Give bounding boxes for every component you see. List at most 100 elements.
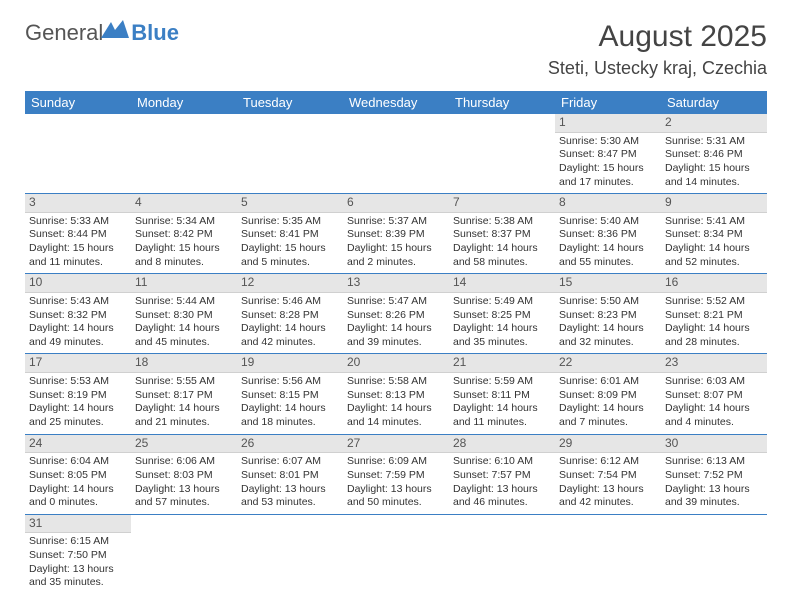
day-info: Sunrise: 6:10 AM Sunset: 7:57 PM Dayligh… bbox=[453, 455, 551, 510]
weekday-thursday: Thursday bbox=[449, 91, 555, 114]
day-info: Sunrise: 5:59 AM Sunset: 8:11 PM Dayligh… bbox=[453, 375, 551, 430]
day-info: Sunrise: 5:44 AM Sunset: 8:30 PM Dayligh… bbox=[135, 295, 233, 350]
day-info: Sunrise: 6:09 AM Sunset: 7:59 PM Dayligh… bbox=[347, 455, 445, 510]
day-info: Sunrise: 5:53 AM Sunset: 8:19 PM Dayligh… bbox=[29, 375, 127, 430]
day-info: Sunrise: 5:46 AM Sunset: 8:28 PM Dayligh… bbox=[241, 295, 339, 350]
day-info: Sunrise: 5:37 AM Sunset: 8:39 PM Dayligh… bbox=[347, 215, 445, 270]
day-number: 25 bbox=[131, 435, 237, 454]
month-title: August 2025 bbox=[548, 20, 767, 54]
day-info: Sunrise: 5:35 AM Sunset: 8:41 PM Dayligh… bbox=[241, 215, 339, 270]
day-number: 10 bbox=[25, 274, 131, 293]
day-number: 13 bbox=[343, 274, 449, 293]
empty-cell bbox=[237, 114, 343, 194]
day-info: Sunrise: 6:13 AM Sunset: 7:52 PM Dayligh… bbox=[665, 455, 763, 510]
day-info: Sunrise: 5:49 AM Sunset: 8:25 PM Dayligh… bbox=[453, 295, 551, 350]
day-info: Sunrise: 6:04 AM Sunset: 8:05 PM Dayligh… bbox=[29, 455, 127, 510]
weekday-row: SundayMondayTuesdayWednesdayThursdayFrid… bbox=[25, 91, 767, 114]
day-cell-27: 27Sunrise: 6:09 AM Sunset: 7:59 PM Dayli… bbox=[343, 434, 449, 514]
weekday-sunday: Sunday bbox=[25, 91, 131, 114]
empty-cell bbox=[343, 114, 449, 194]
day-number: 4 bbox=[131, 194, 237, 213]
day-cell-2: 2 Sunrise: 5:31 AM Sunset: 8:46 PM Daylig… bbox=[661, 114, 767, 194]
day-number: 27 bbox=[343, 435, 449, 454]
day-info: Sunrise: 5:31 AM Sunset: 8:46 PM Dayligh… bbox=[665, 135, 763, 190]
day-number: 30 bbox=[661, 435, 767, 454]
day-info: Sunrise: 5:58 AM Sunset: 8:13 PM Dayligh… bbox=[347, 375, 445, 430]
day-info: Sunrise: 5:30 AM Sunset: 8:47 PM Dayligh… bbox=[559, 135, 657, 190]
day-info: Sunrise: 6:03 AM Sunset: 8:07 PM Dayligh… bbox=[665, 375, 763, 430]
day-cell-21: 21 Sunrise: 5:59 AM Sunset: 8:11 PM Dayli… bbox=[449, 354, 555, 434]
day-info: Sunrise: 5:34 AM Sunset: 8:42 PM Dayligh… bbox=[135, 215, 233, 270]
day-info: Sunrise: 5:56 AM Sunset: 8:15 PM Dayligh… bbox=[241, 375, 339, 430]
day-number: 8 bbox=[555, 194, 661, 213]
empty-cell bbox=[449, 514, 555, 594]
day-cell-31: 31Sunrise: 6:15 AM Sunset: 7:50 PM Dayli… bbox=[25, 514, 131, 594]
day-number: 9 bbox=[661, 194, 767, 213]
empty-cell bbox=[343, 514, 449, 594]
day-number: 23 bbox=[661, 354, 767, 373]
day-number: 17 bbox=[25, 354, 131, 373]
day-cell-13: 13 Sunrise: 5:47 AM Sunset: 8:26 PM Dayli… bbox=[343, 274, 449, 354]
calendar-head: SundayMondayTuesdayWednesdayThursdayFrid… bbox=[25, 91, 767, 114]
empty-cell bbox=[131, 114, 237, 194]
day-number: 12 bbox=[237, 274, 343, 293]
logo-text-general: General bbox=[25, 20, 103, 46]
day-cell-11: 11 Sunrise: 5:44 AM Sunset: 8:30 PM Dayli… bbox=[131, 274, 237, 354]
day-cell-4: 4 Sunrise: 5:34 AM Sunset: 8:42 PM Daylig… bbox=[131, 194, 237, 274]
day-info: Sunrise: 6:01 AM Sunset: 8:09 PM Dayligh… bbox=[559, 375, 657, 430]
weekday-tuesday: Tuesday bbox=[237, 91, 343, 114]
day-number: 31 bbox=[25, 515, 131, 534]
day-number: 28 bbox=[449, 435, 555, 454]
day-info: Sunrise: 5:50 AM Sunset: 8:23 PM Dayligh… bbox=[559, 295, 657, 350]
calendar-row: 10 Sunrise: 5:43 AM Sunset: 8:32 PM Dayli… bbox=[25, 274, 767, 354]
logo-icon bbox=[101, 20, 129, 38]
header: General Blue August 2025 Steti, Ustecky … bbox=[25, 20, 767, 79]
day-info: Sunrise: 6:12 AM Sunset: 7:54 PM Dayligh… bbox=[559, 455, 657, 510]
day-cell-30: 30Sunrise: 6:13 AM Sunset: 7:52 PM Dayli… bbox=[661, 434, 767, 514]
day-number: 7 bbox=[449, 194, 555, 213]
day-cell-18: 18Sunrise: 5:55 AM Sunset: 8:17 PM Dayli… bbox=[131, 354, 237, 434]
empty-cell bbox=[661, 514, 767, 594]
day-cell-19: 19 Sunrise: 5:56 AM Sunset: 8:15 PM Dayli… bbox=[237, 354, 343, 434]
day-info: Sunrise: 5:41 AM Sunset: 8:34 PM Dayligh… bbox=[665, 215, 763, 270]
day-cell-3: 3Sunrise: 5:33 AM Sunset: 8:44 PM Daylig… bbox=[25, 194, 131, 274]
day-cell-10: 10 Sunrise: 5:43 AM Sunset: 8:32 PM Dayli… bbox=[25, 274, 131, 354]
location: Steti, Ustecky kraj, Czechia bbox=[548, 58, 767, 79]
day-cell-5: 5 Sunrise: 5:35 AM Sunset: 8:41 PM Daylig… bbox=[237, 194, 343, 274]
day-cell-24: 24Sunrise: 6:04 AM Sunset: 8:05 PM Dayli… bbox=[25, 434, 131, 514]
day-number: 22 bbox=[555, 354, 661, 373]
day-info: Sunrise: 5:52 AM Sunset: 8:21 PM Dayligh… bbox=[665, 295, 763, 350]
day-number: 11 bbox=[131, 274, 237, 293]
day-cell-26: 26Sunrise: 6:07 AM Sunset: 8:01 PM Dayli… bbox=[237, 434, 343, 514]
day-cell-20: 20 Sunrise: 5:58 AM Sunset: 8:13 PM Dayli… bbox=[343, 354, 449, 434]
day-cell-8: 8 Sunrise: 5:40 AM Sunset: 8:36 PM Daylig… bbox=[555, 194, 661, 274]
day-cell-6: 6 Sunrise: 5:37 AM Sunset: 8:39 PM Daylig… bbox=[343, 194, 449, 274]
day-number: 19 bbox=[237, 354, 343, 373]
day-number: 5 bbox=[237, 194, 343, 213]
day-cell-15: 15Sunrise: 5:50 AM Sunset: 8:23 PM Dayli… bbox=[555, 274, 661, 354]
day-number: 21 bbox=[449, 354, 555, 373]
day-number: 20 bbox=[343, 354, 449, 373]
day-info: Sunrise: 6:15 AM Sunset: 7:50 PM Dayligh… bbox=[29, 535, 127, 590]
day-info: Sunrise: 5:40 AM Sunset: 8:36 PM Dayligh… bbox=[559, 215, 657, 270]
day-number: 18 bbox=[131, 354, 237, 373]
day-info: Sunrise: 6:07 AM Sunset: 8:01 PM Dayligh… bbox=[241, 455, 339, 510]
day-cell-14: 14 Sunrise: 5:49 AM Sunset: 8:25 PM Dayli… bbox=[449, 274, 555, 354]
day-cell-23: 23 Sunrise: 6:03 AM Sunset: 8:07 PM Dayli… bbox=[661, 354, 767, 434]
calendar-row: 3Sunrise: 5:33 AM Sunset: 8:44 PM Daylig… bbox=[25, 194, 767, 274]
day-number: 2 bbox=[661, 114, 767, 133]
day-cell-22: 22 Sunrise: 6:01 AM Sunset: 8:09 PM Dayli… bbox=[555, 354, 661, 434]
calendar-body: 1Sunrise: 5:30 AM Sunset: 8:47 PM Daylig… bbox=[25, 114, 767, 594]
day-info: Sunrise: 5:43 AM Sunset: 8:32 PM Dayligh… bbox=[29, 295, 127, 350]
day-number: 14 bbox=[449, 274, 555, 293]
logo-text-blue: Blue bbox=[131, 20, 179, 46]
weekday-monday: Monday bbox=[131, 91, 237, 114]
day-info: Sunrise: 6:06 AM Sunset: 8:03 PM Dayligh… bbox=[135, 455, 233, 510]
day-number: 29 bbox=[555, 435, 661, 454]
day-number: 6 bbox=[343, 194, 449, 213]
day-cell-1: 1Sunrise: 5:30 AM Sunset: 8:47 PM Daylig… bbox=[555, 114, 661, 194]
day-info: Sunrise: 5:33 AM Sunset: 8:44 PM Dayligh… bbox=[29, 215, 127, 270]
empty-cell bbox=[449, 114, 555, 194]
day-info: Sunrise: 5:47 AM Sunset: 8:26 PM Dayligh… bbox=[347, 295, 445, 350]
day-cell-25: 25Sunrise: 6:06 AM Sunset: 8:03 PM Dayli… bbox=[131, 434, 237, 514]
